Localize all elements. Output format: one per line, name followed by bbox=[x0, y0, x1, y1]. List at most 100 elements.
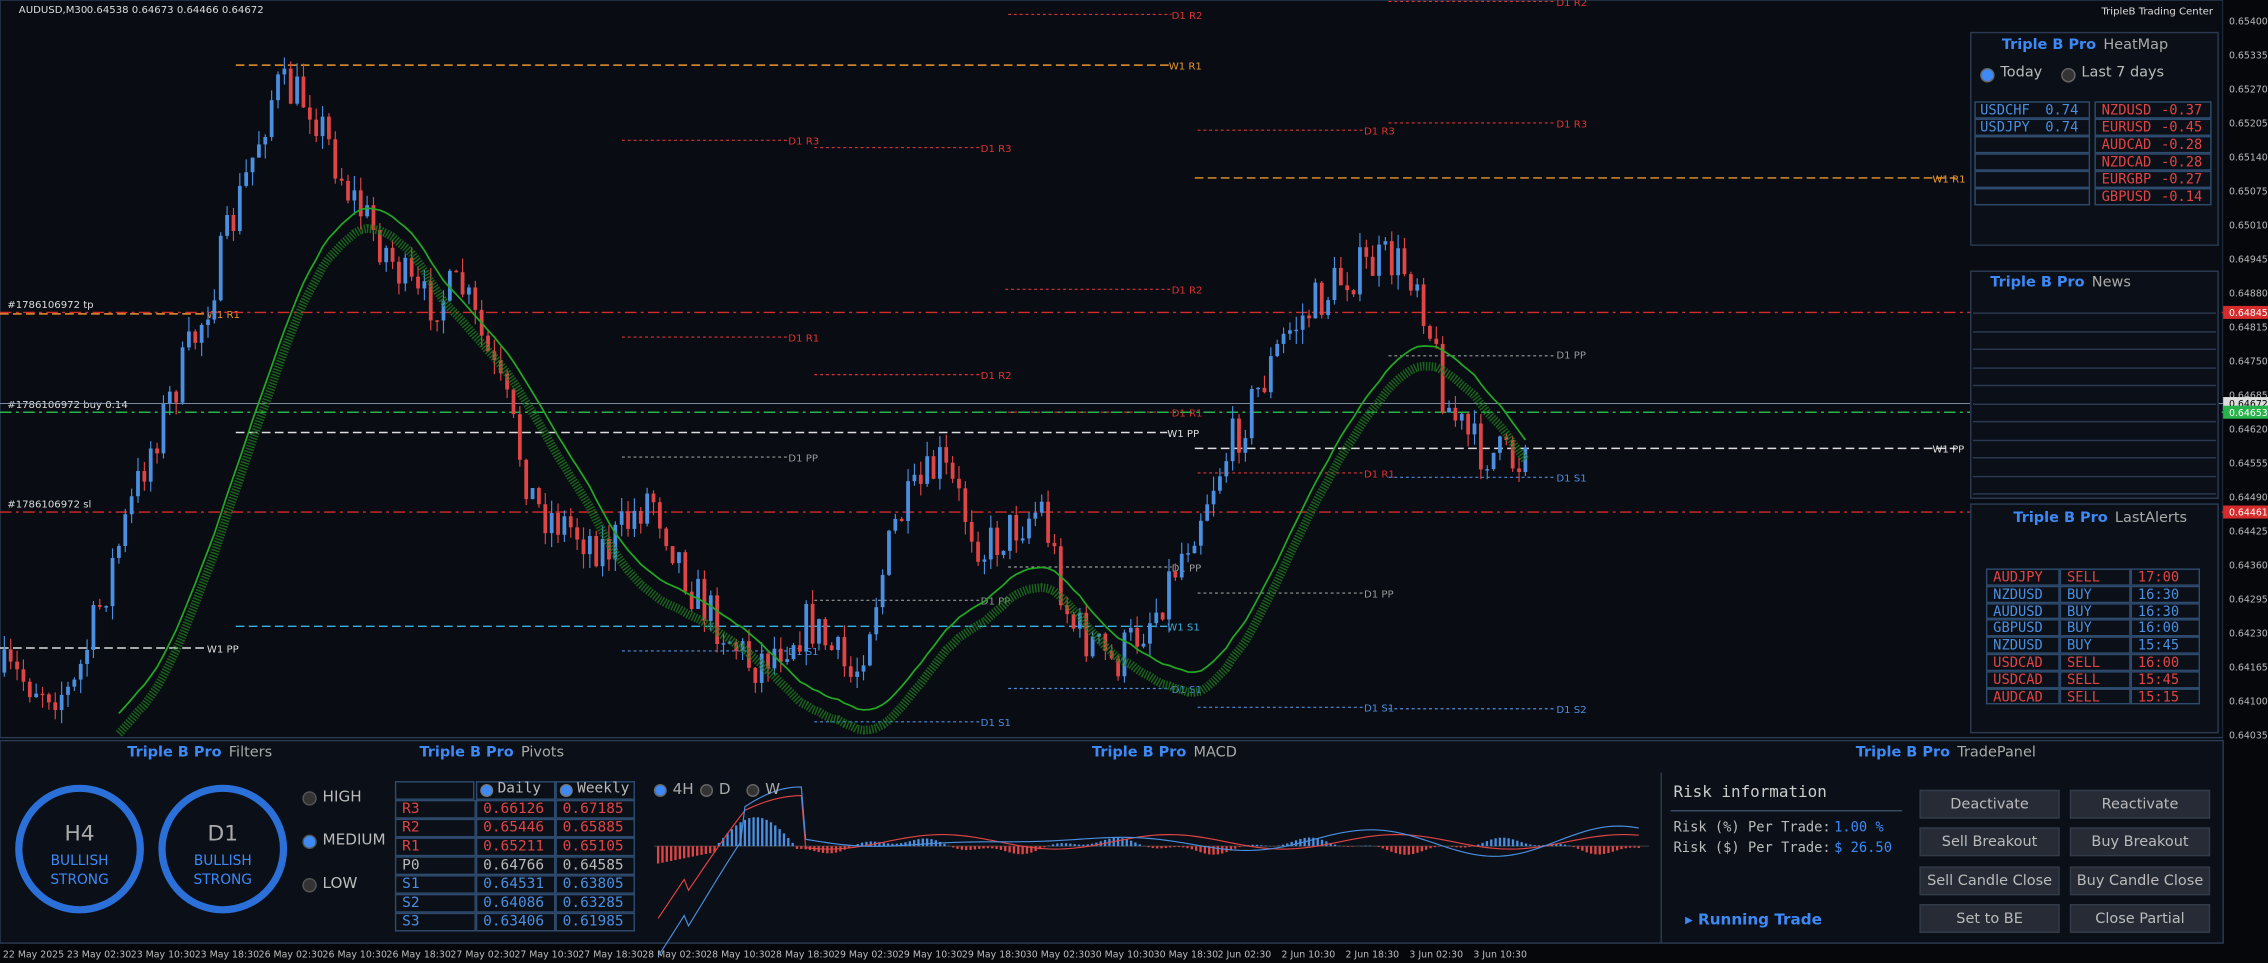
radio[interactable] bbox=[1980, 67, 1995, 83]
level-label: D1 R3 bbox=[981, 144, 1012, 155]
pivot-cell: 0.67185 bbox=[555, 799, 635, 819]
price-label: 0.64165 bbox=[2229, 662, 2268, 673]
heat-box bbox=[2094, 101, 2212, 119]
panel-name: HeatMap bbox=[2103, 37, 2169, 54]
button[interactable]: Sell Breakout bbox=[1919, 827, 2060, 857]
alert-cell: 15:45 bbox=[2130, 636, 2201, 654]
button[interactable]: Buy Candle Close bbox=[2069, 865, 2211, 895]
price-label: 0.64620 bbox=[2229, 424, 2268, 435]
price-label: 0.64230 bbox=[2229, 628, 2268, 639]
filter-level[interactable]: MEDIUM bbox=[322, 831, 386, 850]
radio[interactable] bbox=[302, 791, 317, 806]
news-row bbox=[1972, 476, 2216, 495]
level-label: D1 R1 bbox=[1172, 409, 1203, 420]
price-tag-label: 0.64672 bbox=[2229, 399, 2268, 410]
heat-box bbox=[1974, 101, 2091, 119]
candle-body bbox=[1383, 241, 1388, 245]
panel-title: Triple B Pro Filters bbox=[127, 745, 272, 761]
gauge-ring bbox=[15, 784, 144, 914]
news-row bbox=[1972, 313, 2216, 332]
candle-body bbox=[390, 247, 395, 262]
level-label: W1 S1 bbox=[1167, 623, 1200, 634]
signal-line bbox=[657, 786, 1639, 957]
candle-body bbox=[1326, 300, 1330, 316]
pivot-column[interactable]: Daily bbox=[497, 781, 542, 797]
candle-body bbox=[422, 281, 427, 289]
candle-body bbox=[804, 603, 809, 652]
radio[interactable] bbox=[302, 877, 317, 893]
radio[interactable] bbox=[480, 783, 494, 797]
pivot-cell: 0.63285 bbox=[555, 893, 635, 913]
candle-body bbox=[1415, 284, 1420, 291]
radio-label[interactable]: Today bbox=[2000, 65, 2043, 82]
candle-body bbox=[1510, 440, 1515, 469]
time-label: 23 May 10:30 bbox=[131, 950, 195, 961]
expand-icon[interactable]: ▸ bbox=[1685, 911, 1699, 929]
candle-body bbox=[1109, 650, 1114, 659]
pivot-cell: P0 bbox=[394, 856, 476, 876]
level-label: D1 S1 bbox=[1556, 474, 1586, 485]
time-label: 23 May 18:30 bbox=[195, 950, 259, 961]
candle-body bbox=[1377, 244, 1381, 276]
button[interactable]: Sell Candle Close bbox=[1919, 865, 2060, 895]
candle-body bbox=[1421, 284, 1426, 327]
risk-value: 1.00 % bbox=[1834, 820, 1884, 837]
candle-body bbox=[1517, 468, 1521, 473]
gauge-tf: H4 bbox=[64, 821, 94, 846]
filter-level[interactable]: LOW bbox=[322, 875, 358, 893]
candle-body bbox=[97, 605, 102, 607]
radio[interactable] bbox=[700, 783, 714, 797]
candle-body bbox=[562, 516, 567, 535]
candle-body bbox=[435, 320, 439, 322]
time-label: 29 May 02:30 bbox=[834, 950, 898, 961]
candle-body bbox=[40, 693, 45, 696]
button[interactable]: Close Partial bbox=[2069, 903, 2211, 933]
candle-body bbox=[619, 511, 624, 525]
candle-body bbox=[1224, 461, 1229, 477]
candle-body bbox=[1084, 612, 1089, 657]
price-tag bbox=[2223, 305, 2268, 319]
button[interactable]: Set to BE bbox=[1919, 903, 2060, 933]
candle-body bbox=[925, 456, 930, 484]
price-label: 0.64035 bbox=[2229, 730, 2268, 741]
heat-box bbox=[1974, 118, 2091, 136]
radio[interactable] bbox=[302, 834, 317, 850]
time-label: 22 May 2025 bbox=[3, 950, 64, 961]
button[interactable]: Reactivate bbox=[2069, 789, 2211, 819]
level-label: W1 R1 bbox=[1932, 174, 1965, 185]
radio[interactable] bbox=[653, 783, 667, 797]
time-label: 30 May 18:30 bbox=[1154, 950, 1218, 961]
radio[interactable] bbox=[559, 783, 573, 797]
level-label: W1 PP bbox=[207, 644, 239, 655]
radio[interactable] bbox=[2061, 67, 2076, 83]
macd-tf[interactable]: D bbox=[718, 781, 731, 799]
filter-level[interactable]: HIGH bbox=[322, 788, 362, 806]
button[interactable]: Buy Breakout bbox=[2069, 827, 2211, 857]
candle-body bbox=[237, 185, 242, 232]
macd-tf[interactable]: W bbox=[765, 781, 781, 799]
pivot-column[interactable]: Weekly bbox=[577, 781, 630, 797]
alert-cell: BUY bbox=[2059, 636, 2131, 654]
level-label: D1 R2 bbox=[1172, 11, 1203, 22]
candle-body bbox=[600, 538, 605, 567]
running-trade-label[interactable]: Running Trade bbox=[1698, 911, 1822, 929]
candle-body bbox=[473, 287, 478, 310]
candle-body bbox=[377, 230, 382, 263]
candle-body bbox=[931, 456, 936, 479]
candle-body bbox=[314, 119, 319, 137]
candle-body bbox=[715, 595, 720, 644]
candle-body bbox=[447, 270, 452, 301]
button[interactable]: Deactivate bbox=[1919, 789, 2060, 819]
running-trade[interactable]: ▸ Running Trade bbox=[1685, 911, 1822, 928]
candle-body bbox=[791, 645, 796, 660]
radio-label[interactable]: Last 7 days bbox=[2081, 65, 2165, 82]
radio[interactable] bbox=[746, 783, 760, 797]
candle-body bbox=[8, 649, 13, 662]
macd-tf[interactable]: 4H bbox=[672, 781, 694, 799]
alert-cell: SELL bbox=[2059, 568, 2131, 586]
candle-body bbox=[339, 178, 344, 181]
candle-body bbox=[72, 679, 77, 687]
time-label: 30 May 10:30 bbox=[1090, 950, 1154, 961]
candle-body bbox=[1434, 338, 1439, 344]
candle-body bbox=[403, 257, 408, 284]
